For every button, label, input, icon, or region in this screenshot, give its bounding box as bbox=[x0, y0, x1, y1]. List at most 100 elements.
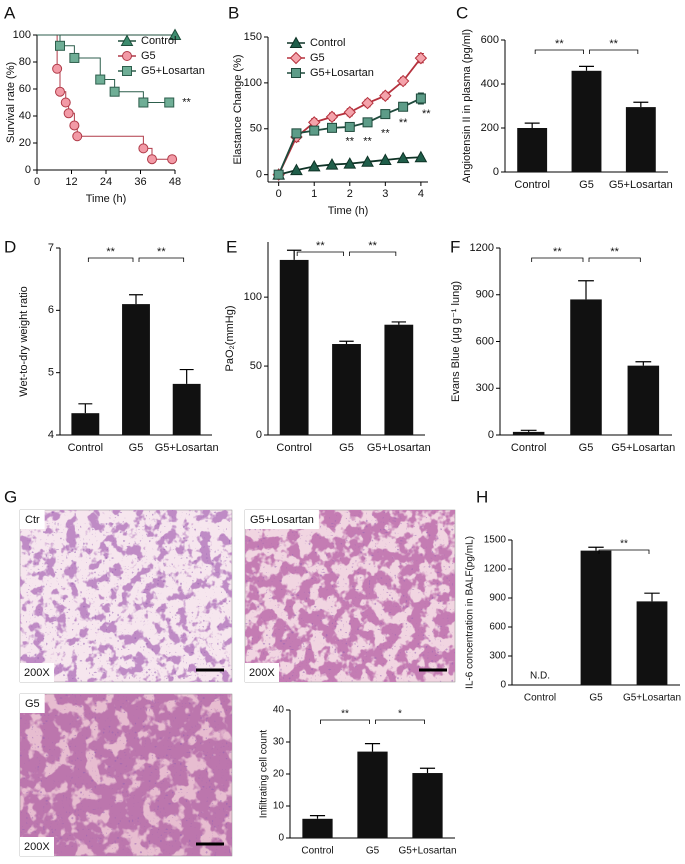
y-tick-label: 0 bbox=[256, 429, 262, 441]
panel-label: B bbox=[228, 3, 239, 22]
y-tick-label: 600 bbox=[489, 622, 506, 633]
error-bar bbox=[339, 340, 354, 345]
y-tick-label: 400 bbox=[481, 78, 499, 90]
y-tick-label: 100 bbox=[13, 29, 31, 41]
marker bbox=[343, 106, 356, 119]
legend-marker bbox=[122, 51, 132, 61]
y-tick-label: 40 bbox=[273, 705, 285, 716]
marker bbox=[138, 143, 149, 154]
y-tick-label: 20 bbox=[19, 137, 31, 149]
marker bbox=[361, 96, 374, 110]
x-tick-label: G5 bbox=[339, 442, 354, 454]
x-tick-label: G5+Losartan bbox=[398, 846, 456, 857]
marker bbox=[164, 97, 175, 108]
bar bbox=[517, 128, 548, 172]
significance-label: ** bbox=[609, 38, 618, 50]
significance-bracket bbox=[138, 257, 185, 262]
significance-label: ** bbox=[553, 246, 562, 258]
error-bar bbox=[179, 368, 194, 384]
error-bar bbox=[391, 321, 407, 325]
annotation: ** bbox=[363, 136, 372, 148]
marker bbox=[309, 125, 320, 136]
significance-label: * bbox=[398, 709, 402, 720]
legend-marker bbox=[291, 68, 301, 78]
legend-label: G5+Losartan bbox=[141, 65, 205, 77]
significance-bracket bbox=[589, 49, 639, 54]
marker bbox=[414, 51, 428, 65]
legend-marker bbox=[120, 34, 134, 46]
y-tick-label: 300 bbox=[489, 651, 506, 662]
marker bbox=[343, 157, 357, 169]
marker bbox=[55, 86, 65, 97]
significance-bracket bbox=[349, 251, 397, 256]
micrograph-nuclei bbox=[245, 510, 455, 682]
y-tick-label: 100 bbox=[244, 291, 262, 303]
bar bbox=[570, 299, 602, 435]
panel-label: C bbox=[456, 3, 468, 22]
step-segment bbox=[74, 57, 101, 80]
error-bar bbox=[579, 65, 594, 71]
y-axis-label: Wet-to-dry weight ratio bbox=[18, 286, 30, 396]
y-tick-label: 600 bbox=[481, 34, 499, 46]
marker bbox=[362, 117, 373, 128]
marker bbox=[307, 159, 321, 172]
significance-label: ** bbox=[368, 240, 377, 252]
x-tick-label: 3 bbox=[382, 188, 388, 200]
marker bbox=[290, 163, 303, 176]
y-axis-label: Angiotensin II in plasma (pg/ml) bbox=[461, 29, 473, 183]
x-tick-label: Control bbox=[524, 693, 556, 704]
x-tick-label: 4 bbox=[418, 188, 424, 200]
x-tick-label: G5 bbox=[579, 179, 594, 191]
y-tick-label: 50 bbox=[250, 360, 262, 372]
legend-label: G5 bbox=[310, 52, 325, 64]
significance-bracket bbox=[87, 257, 134, 262]
significance-bracket bbox=[598, 549, 650, 554]
annotation: ** bbox=[182, 96, 191, 108]
x-tick-label: 36 bbox=[134, 176, 146, 188]
x-tick-label: G5+Losartan bbox=[367, 442, 431, 454]
legend-label: Control bbox=[141, 35, 176, 47]
y-tick-label: 6 bbox=[48, 304, 54, 316]
significance-bracket bbox=[320, 719, 370, 724]
error-bar bbox=[129, 294, 143, 305]
marker bbox=[396, 151, 410, 164]
x-tick-label: G5+Losartan bbox=[155, 442, 219, 454]
error-bar bbox=[520, 429, 537, 432]
y-tick-label: 50 bbox=[250, 123, 262, 135]
y-tick-label: 900 bbox=[489, 593, 506, 604]
magnification-label: 200X bbox=[24, 667, 50, 679]
x-tick-label: 0 bbox=[34, 176, 40, 188]
x-tick-label: G5 bbox=[366, 846, 380, 857]
legend-label: G5 bbox=[141, 50, 156, 62]
y-tick-label: 200 bbox=[481, 122, 499, 134]
x-axis-label: Time (h) bbox=[328, 205, 369, 217]
y-tick-label: 80 bbox=[19, 56, 31, 68]
marker bbox=[344, 121, 355, 132]
y-tick-label: 10 bbox=[273, 801, 285, 812]
y-tick-label: 900 bbox=[476, 289, 494, 301]
significance-bracket bbox=[531, 257, 584, 262]
step-segment bbox=[37, 34, 58, 69]
significance-bracket bbox=[588, 257, 641, 262]
bar bbox=[571, 70, 602, 172]
marker bbox=[398, 101, 409, 112]
bar bbox=[412, 773, 443, 838]
marker bbox=[55, 40, 65, 51]
significance-label: ** bbox=[106, 246, 115, 258]
panel-label: H bbox=[476, 487, 488, 506]
marker bbox=[138, 97, 149, 108]
marker bbox=[396, 74, 410, 88]
label-box bbox=[20, 694, 45, 713]
y-tick-label: 1200 bbox=[484, 564, 507, 575]
x-tick-label: G5 bbox=[129, 442, 144, 454]
label-box bbox=[245, 663, 279, 682]
marker bbox=[168, 28, 182, 40]
marker bbox=[291, 128, 302, 139]
y-tick-label: 4 bbox=[48, 429, 54, 441]
x-tick-label: Control bbox=[511, 442, 546, 454]
error-bar bbox=[78, 403, 93, 414]
x-tick-label: Control bbox=[276, 442, 311, 454]
legend-marker bbox=[289, 51, 303, 65]
significance-bracket bbox=[534, 49, 584, 54]
y-tick-label: 150 bbox=[244, 31, 262, 43]
